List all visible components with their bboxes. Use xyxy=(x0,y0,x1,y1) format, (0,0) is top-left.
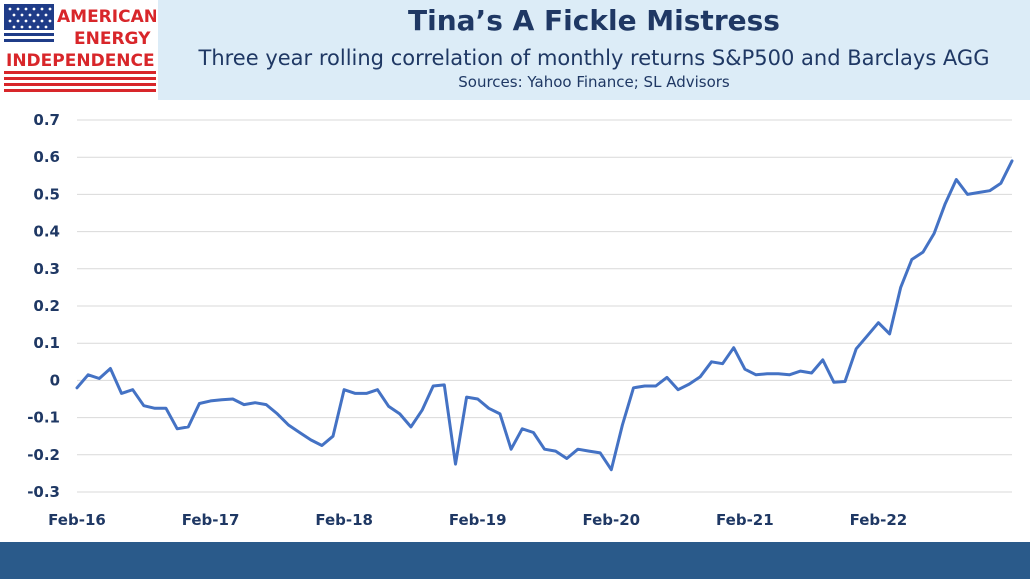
footer-bar xyxy=(0,542,1030,579)
y-tick-label: 0.6 xyxy=(33,148,60,166)
x-tick-label: Feb-16 xyxy=(48,511,106,529)
y-tick-label: 0.2 xyxy=(33,297,60,315)
x-tick-label: Feb-22 xyxy=(850,511,908,529)
title-band: Tina’s A Fickle Mistress Three year roll… xyxy=(158,0,1030,100)
page-subtitle: Three year rolling correlation of monthl… xyxy=(198,46,990,70)
x-tick-label: Feb-19 xyxy=(449,511,507,529)
logo-line-1: AMERICAN xyxy=(57,7,156,27)
page-title: Tina’s A Fickle Mistress xyxy=(408,4,780,37)
y-tick-label: 0.3 xyxy=(33,260,60,278)
y-tick-label: -0.2 xyxy=(27,446,60,464)
american-flag-logo-icon: AMERICAN ENERGY INDEPENDENCE xyxy=(4,4,158,92)
y-tick-label: -0.3 xyxy=(27,483,60,501)
y-tick-label: -0.1 xyxy=(27,409,60,427)
series-group xyxy=(75,159,1014,472)
y-tick-label: 0.5 xyxy=(33,185,60,203)
x-tick-label: Feb-21 xyxy=(716,511,774,529)
gridlines xyxy=(77,119,1012,493)
sources-note: Sources: Yahoo Finance; SL Advisors xyxy=(458,73,730,91)
y-tick-label: 0.4 xyxy=(33,223,60,241)
y-axis-labels: 0.7 0.6 0.5 0.4 0.3 0.2 0.1 0 -0.1 -0.2 -0.3 xyxy=(27,111,60,501)
y-tick-label: 0.1 xyxy=(33,334,60,352)
correlation-series-line xyxy=(75,159,1014,472)
x-tick-label: Feb-20 xyxy=(582,511,640,529)
correlation-line-chart: 0.7 0.6 0.5 0.4 0.3 0.2 0.1 0 -0.1 -0.2 -0.3 Feb-1… xyxy=(27,111,1014,529)
logo: AMERICAN ENERGY INDEPENDENCE xyxy=(4,4,158,96)
logo-line-3: INDEPENDENCE xyxy=(6,51,155,71)
x-tick-label: Feb-18 xyxy=(315,511,373,529)
logo-line-2: ENERGY xyxy=(74,29,151,49)
y-tick-label: 0.7 xyxy=(33,111,60,129)
y-tick-label: 0 xyxy=(50,371,60,389)
header: AMERICAN ENERGY INDEPENDENCE Tina’s A Fi… xyxy=(0,0,1030,100)
x-tick-label: Feb-17 xyxy=(182,511,240,529)
x-axis-labels: Feb-16 Feb-17 Feb-18 Feb-19 Feb-20 Feb-21 Feb-… xyxy=(48,511,907,529)
